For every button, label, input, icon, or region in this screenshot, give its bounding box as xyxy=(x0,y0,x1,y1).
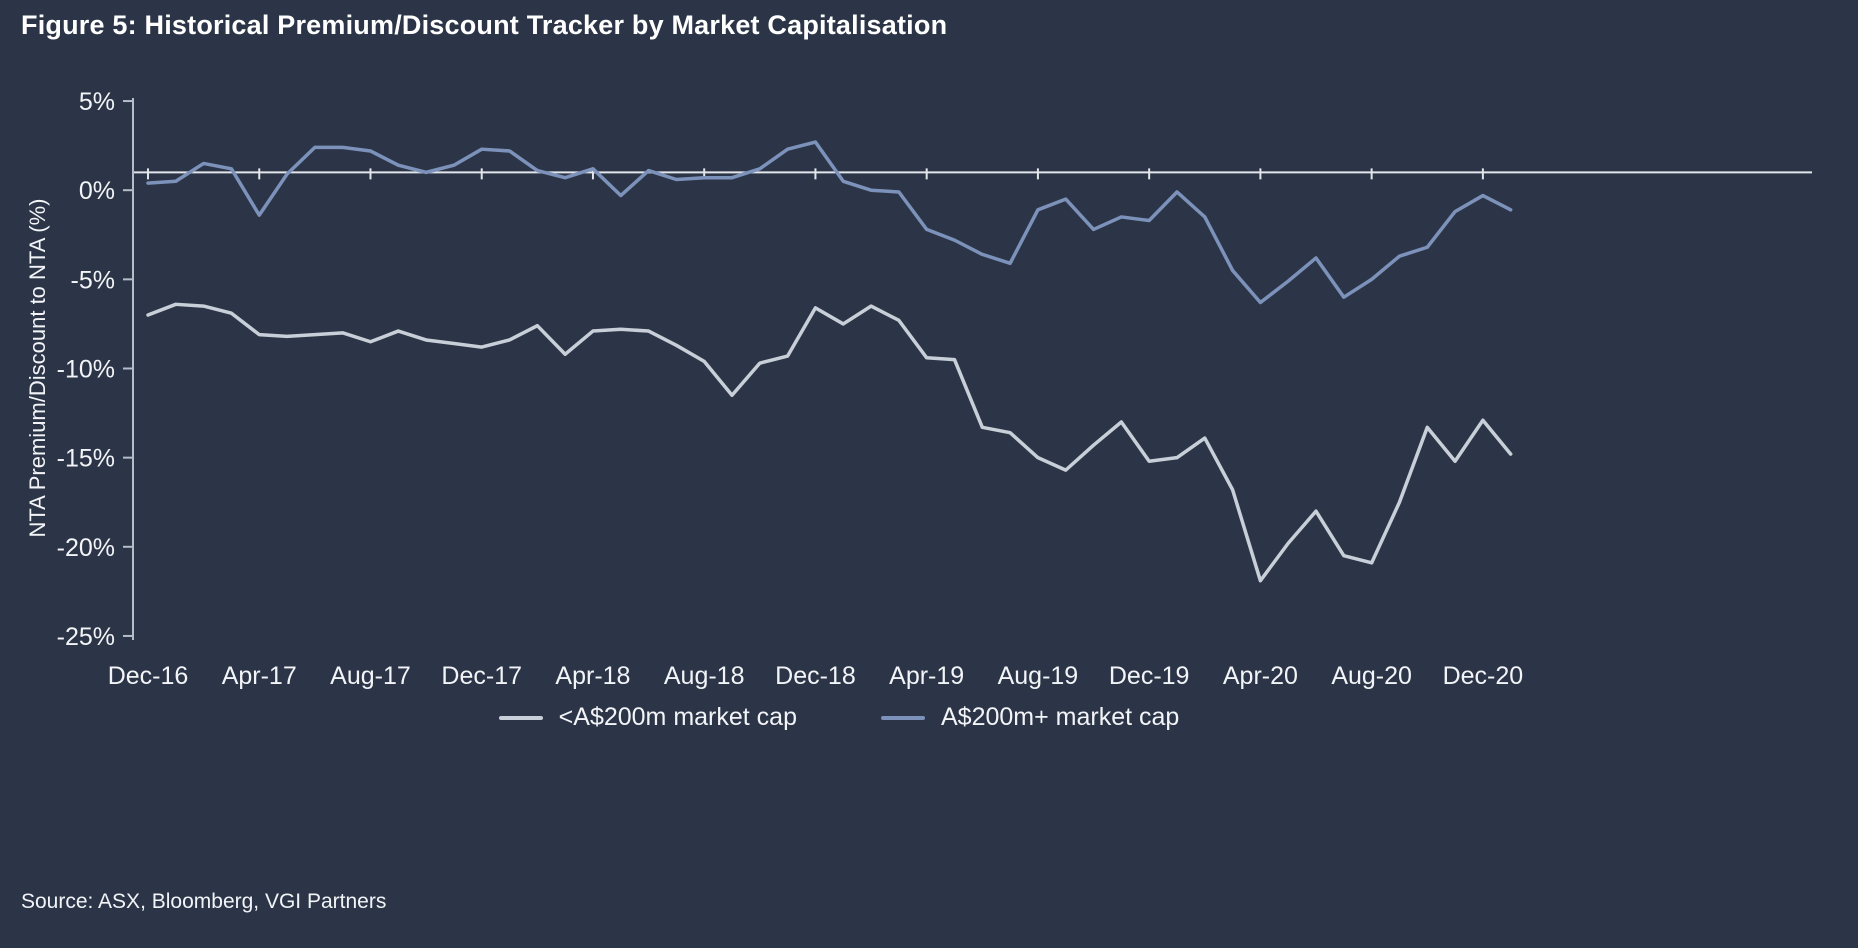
x-tick-label: Apr-19 xyxy=(889,662,964,690)
x-tick-label: Dec-19 xyxy=(1109,662,1190,690)
x-tick-label: Aug-18 xyxy=(664,662,745,690)
x-tick-label: Aug-20 xyxy=(1331,662,1412,690)
legend-swatch-large-cap-line-icon xyxy=(881,715,925,720)
x-tick-label: Dec-17 xyxy=(441,662,522,690)
y-tick-label: 5% xyxy=(79,88,115,116)
x-tick-label: Apr-17 xyxy=(222,662,297,690)
y-tick-label: 0% xyxy=(79,177,115,205)
legend-item-large-cap: A$200m+ market cap xyxy=(881,703,1179,732)
x-tick-label: Apr-18 xyxy=(555,662,630,690)
chart-title: Figure 5: Historical Premium/Discount Tr… xyxy=(21,10,948,40)
x-tick-label: Dec-20 xyxy=(1443,662,1524,690)
legend: <A$200m market cap A$200m+ market cap xyxy=(0,703,1768,732)
series-line-large-cap xyxy=(146,140,1513,305)
source-note: Source: ASX, Bloomberg, VGI Partners xyxy=(21,890,387,913)
x-tick-label: Dec-18 xyxy=(775,662,856,690)
y-tick-label: -25% xyxy=(57,623,115,651)
x-tick-label: Aug-19 xyxy=(998,662,1079,690)
y-tick-label: -10% xyxy=(57,356,115,384)
x-tick-label: Apr-20 xyxy=(1223,662,1298,690)
legend-item-small-cap: <A$200m market cap xyxy=(498,703,797,732)
series-line-small-cap xyxy=(146,302,1513,583)
legend-label-large-cap: A$200m+ market cap xyxy=(941,703,1180,731)
legend-swatch-small-cap-line-icon xyxy=(498,715,543,720)
y-tick-label: -5% xyxy=(71,266,115,294)
x-tick-label: Dec-16 xyxy=(108,662,189,690)
y-axis-title: NTA Premium/Discount to NTA (%) xyxy=(25,198,50,538)
x-tick-label: Aug-17 xyxy=(330,662,411,690)
y-tick-label: -15% xyxy=(57,445,115,473)
y-tick-label: -20% xyxy=(57,534,115,562)
legend-label-small-cap: <A$200m market cap xyxy=(558,703,797,731)
